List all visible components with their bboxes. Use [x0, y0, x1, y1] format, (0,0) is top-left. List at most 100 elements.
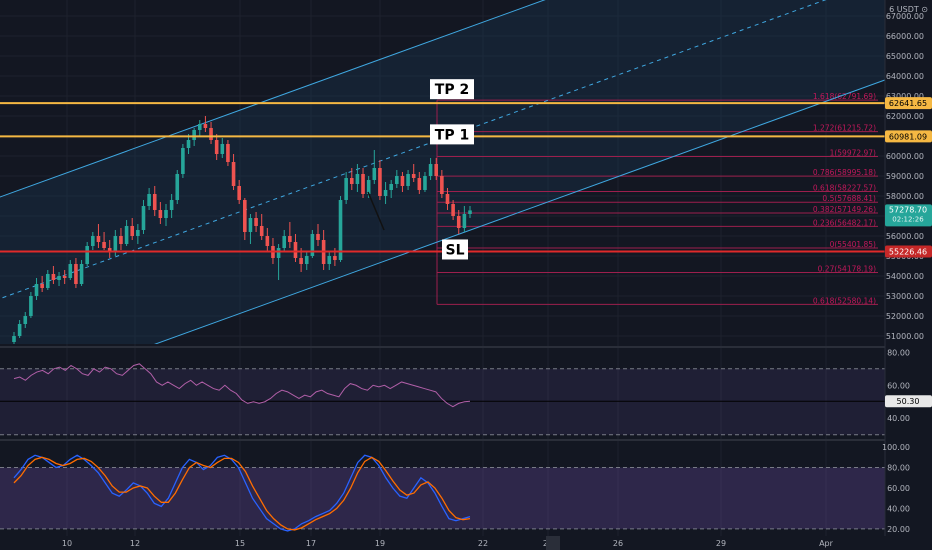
svg-text:02:12:26: 02:12:26	[892, 215, 924, 223]
fib-level-label: 0.618(58227.57)	[813, 183, 876, 192]
svg-text:50.30: 50.30	[897, 397, 920, 406]
tp1-label[interactable]: TP 1	[430, 124, 474, 145]
candle-body	[107, 248, 112, 252]
candle-body	[226, 144, 230, 162]
price-pane[interactable]: 1.618(62791.69) 1.272(61215.72) 1(59972.97…	[0, 0, 890, 536]
price-tick-label: 60000.00	[886, 152, 924, 161]
candle-body	[96, 236, 101, 242]
candle-body	[462, 214, 467, 228]
candle-body	[400, 176, 405, 186]
candle-body	[113, 236, 118, 252]
candle-body	[192, 130, 196, 140]
candle-body	[423, 176, 427, 190]
channel-upper-line[interactable]	[0, 0, 890, 199]
rsi-tick-label: 60.00	[887, 381, 910, 390]
candle-body	[293, 242, 298, 258]
rsi-axis-ticks: 80.00 60.00 40.00	[887, 348, 910, 423]
tp2-price-badge: 62641.65	[885, 97, 932, 110]
stochastic-k-line[interactable]	[13, 454, 471, 532]
candle-body	[74, 264, 78, 284]
candle-body	[417, 178, 422, 190]
candle-body	[231, 162, 236, 186]
price-tick-label: 67000.00	[886, 12, 924, 21]
candle-body	[395, 176, 399, 184]
price-tick-label: 53000.00	[886, 292, 924, 301]
tp2-label[interactable]: TP 2	[430, 79, 474, 100]
candle-body	[310, 234, 315, 256]
candle-body	[355, 174, 360, 184]
price-tick-label: 58000.00	[886, 192, 924, 201]
candle-body	[288, 236, 292, 242]
time-tick-label: 19	[375, 539, 385, 548]
time-tick-label: 26	[613, 539, 623, 548]
svg-text:TP 1: TP 1	[435, 127, 469, 143]
candle-body	[428, 164, 433, 176]
candle-body	[57, 276, 61, 280]
sl-price-badge: 55226.46	[885, 245, 932, 258]
candle-body	[259, 226, 264, 236]
candle-body	[164, 210, 168, 218]
candle-body	[34, 284, 39, 296]
candle-body	[282, 236, 287, 248]
candle-body	[102, 242, 106, 248]
vertical-gridlines	[66, 0, 827, 536]
candle-body	[119, 236, 123, 244]
rsi-pane[interactable]	[0, 363, 885, 436]
candle-body	[265, 236, 270, 246]
stochastic-tick-label: 100.00	[882, 443, 910, 452]
candle-body	[344, 178, 348, 200]
candle-body	[147, 194, 151, 206]
fib-level-label: 1.618(62791.69)	[813, 92, 876, 101]
candle-body	[456, 216, 461, 228]
rsi-value-badge: 50.30	[885, 395, 932, 408]
candle-body	[203, 124, 208, 128]
candle-body	[411, 174, 416, 178]
candle-body	[124, 226, 129, 244]
fib-level-label: 1(59972.97)	[830, 149, 876, 158]
candle-body	[372, 168, 377, 180]
fibonacci-levels[interactable]: 1.618(62791.69) 1.272(61215.72) 1(59972.97…	[436, 92, 878, 305]
candle-body	[327, 256, 332, 264]
stochastic-d-line[interactable]	[13, 456, 471, 531]
candle-body	[209, 128, 213, 140]
candle-body	[186, 140, 191, 148]
candle-body	[85, 246, 89, 264]
trend-drawing[interactable]	[367, 191, 385, 231]
stochastic-pane[interactable]	[0, 454, 885, 532]
sl-label[interactable]: SL	[442, 239, 468, 260]
candle-body	[197, 124, 202, 130]
time-tick-label: 22	[478, 539, 488, 548]
candle-body	[406, 174, 410, 186]
time-tick-label: 12	[130, 539, 140, 548]
fib-level-label: 0.786(58995.18)	[813, 168, 876, 177]
candle-body	[45, 274, 50, 288]
fib-level-label: 1.272(61215.72)	[813, 124, 876, 133]
svg-text:55226.46: 55226.46	[889, 247, 927, 256]
candle-body	[276, 248, 281, 258]
candle-body	[451, 204, 455, 216]
candle-body	[243, 200, 247, 232]
candle-body	[434, 164, 439, 176]
stochastic-tick-label: 20.00	[887, 525, 910, 534]
candle-body	[91, 236, 95, 246]
rsi-line[interactable]	[13, 363, 471, 408]
candle-body	[181, 148, 185, 174]
time-tick-label: 29	[716, 539, 726, 548]
candle-body	[12, 336, 16, 342]
price-tick-label: 64000.00	[886, 72, 924, 81]
time-tick-label: 10	[62, 539, 72, 548]
candle-body	[248, 218, 253, 232]
price-tick-label: 59000.00	[886, 172, 924, 181]
candle-body	[169, 200, 174, 210]
candle-body	[445, 194, 450, 204]
currency-label[interactable]: 6 USDT ⊙	[889, 5, 928, 14]
candle-body	[136, 230, 140, 236]
price-tick-label: 54000.00	[886, 272, 924, 281]
candle-body	[40, 284, 44, 288]
candle-body	[254, 218, 258, 226]
svg-text:TP 2: TP 2	[435, 82, 469, 98]
time-axis[interactable]	[0, 536, 885, 550]
price-tick-label: 51000.00	[886, 332, 924, 341]
price-scale[interactable]	[885, 0, 932, 550]
